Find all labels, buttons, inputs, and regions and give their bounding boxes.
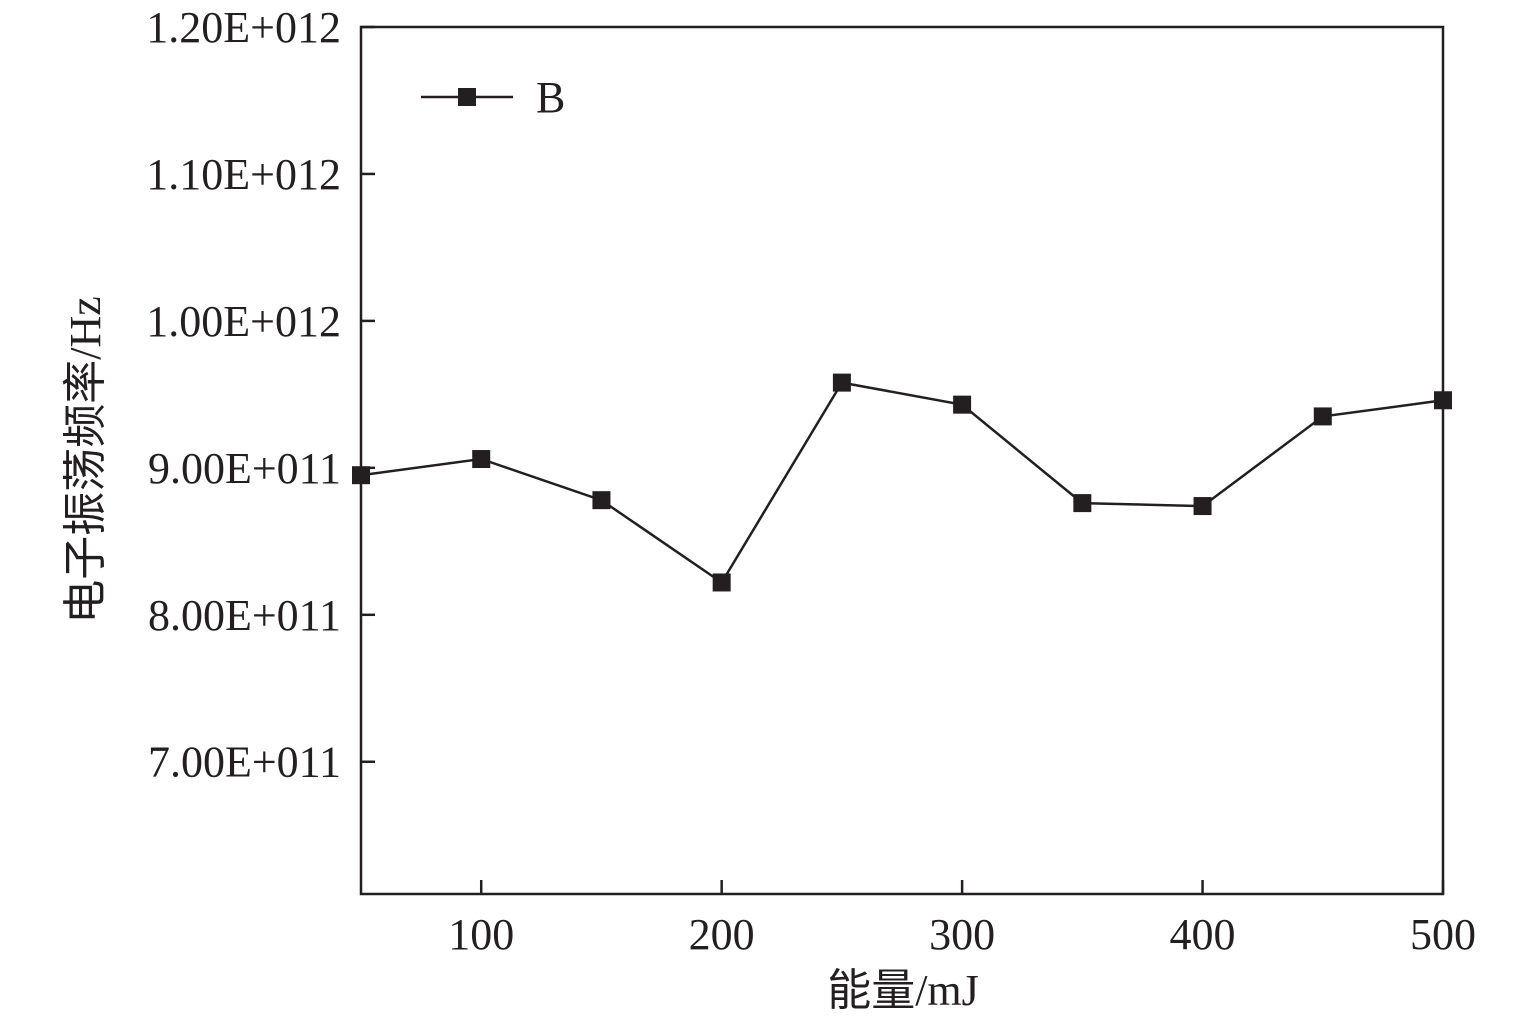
y-axis-ticks: 7.00E+011 8.00E+011 9.00E+011 1.00E+012 1.10… — [146, 3, 375, 787]
x-tick-label: 500 — [1410, 910, 1476, 959]
y-tick-label: 9.00E+011 — [148, 444, 341, 493]
y-tick-label: 7.00E+011 — [148, 738, 341, 787]
data-point — [832, 373, 851, 392]
x-axis-label: 能量/mJ — [827, 966, 979, 1015]
data-point — [1434, 391, 1452, 410]
y-tick-label: 1.00E+012 — [146, 297, 341, 346]
series-line — [360, 381, 1444, 585]
y-tick-label: 1.10E+012 — [146, 150, 341, 199]
data-point — [712, 573, 731, 592]
plot-frame — [359, 25, 1445, 896]
x-tick-label: 100 — [448, 910, 514, 959]
data-point — [1193, 497, 1212, 516]
data-point — [1073, 494, 1092, 513]
data-point — [352, 466, 370, 485]
legend-label-b: B — [536, 73, 565, 122]
data-point — [1313, 407, 1332, 426]
data-point — [472, 450, 491, 469]
series-layer — [352, 373, 1452, 592]
x-tick-label: 300 — [929, 910, 995, 959]
y-tick-label: 8.00E+011 — [148, 591, 341, 640]
legend-marker — [458, 88, 476, 106]
x-tick-label: 400 — [1170, 910, 1236, 959]
x-axis-ticks: 100 200 300 400 500 — [448, 880, 1476, 959]
data-point — [953, 395, 972, 414]
y-tick-label: 1.20E+012 — [146, 3, 341, 52]
x-tick-label: 200 — [689, 910, 755, 959]
legend: B — [421, 73, 565, 122]
y-axis-label: 电子振荡频率/Hz — [61, 296, 110, 624]
data-point — [592, 491, 611, 510]
